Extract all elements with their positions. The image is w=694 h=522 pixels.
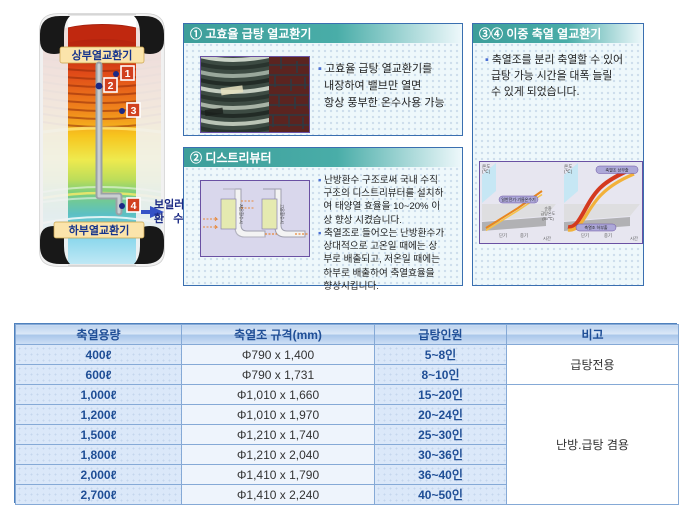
svg-text:하부열교환기: 하부열교환기 bbox=[69, 223, 130, 237]
svg-text:시간: 시간 bbox=[543, 235, 551, 241]
svg-text:중기: 중기 bbox=[604, 232, 612, 239]
svg-text:상부열교환기: 상부열교환기 bbox=[72, 48, 133, 62]
svg-text:일반전기·기름온수기: 일반전기·기름온수기 bbox=[501, 196, 536, 202]
svg-text:단기: 단기 bbox=[581, 232, 589, 239]
svg-text:(℃): (℃) bbox=[564, 169, 573, 174]
svg-text:(50℃): (50℃) bbox=[542, 216, 554, 221]
svg-text:고온환수시: 고온환수시 bbox=[279, 204, 286, 224]
svg-text:축열조 하부출: 축열조 하부출 bbox=[584, 224, 608, 230]
svg-text:단기: 단기 bbox=[499, 232, 507, 239]
svg-text:3: 3 bbox=[131, 105, 137, 117]
svg-text:축열조 상부출: 축열조 상부출 bbox=[605, 166, 629, 172]
svg-text:시간: 시간 bbox=[630, 235, 638, 241]
svg-text:1: 1 bbox=[125, 68, 131, 80]
svg-text:중기: 중기 bbox=[520, 232, 528, 239]
svg-text:2: 2 bbox=[108, 80, 114, 92]
svg-text:4: 4 bbox=[131, 200, 137, 212]
svg-text:저온환수시: 저온환수시 bbox=[238, 204, 245, 224]
svg-text:(℃): (℃) bbox=[482, 169, 491, 174]
